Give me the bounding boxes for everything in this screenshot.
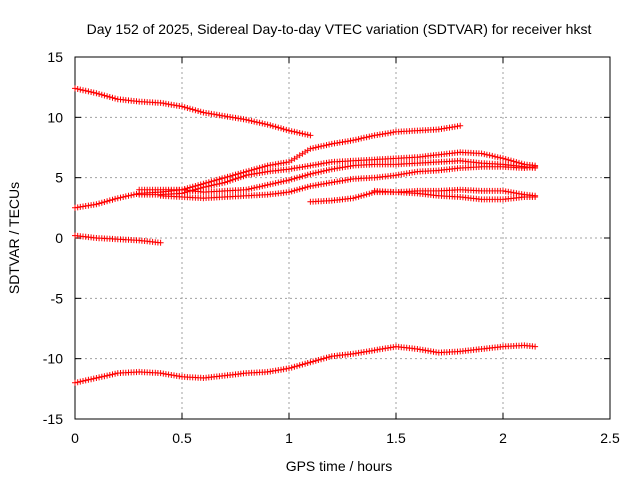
chart-title: Day 152 of 2025, Sidereal Day-to-day VTE… (87, 21, 592, 37)
grid (75, 57, 610, 419)
x-tick-label: 2 (499, 430, 507, 446)
y-axis-label: SDTVAR / TECUs (6, 182, 22, 294)
y-tick-label: 5 (55, 170, 63, 186)
x-axis-label: GPS time / hours (286, 458, 393, 474)
y-tick-label: -5 (51, 290, 64, 306)
series-track-9 (371, 187, 539, 203)
series-track-1 (72, 85, 314, 139)
x-tick-label: 0 (71, 430, 79, 446)
series-markers (72, 85, 314, 139)
series-markers (72, 342, 539, 386)
y-tick-label: 10 (47, 109, 63, 125)
y-tick-labels: -15 -10 -5 0 5 10 15 (43, 49, 63, 427)
series-markers (371, 187, 539, 203)
series-markers (157, 163, 539, 202)
data-points (72, 85, 539, 386)
series-markers (136, 149, 539, 198)
x-tick-label: 2.5 (600, 430, 620, 446)
y-tick-label: 0 (55, 230, 63, 246)
series-track-5 (136, 149, 539, 198)
x-tick-label: 0.5 (172, 430, 192, 446)
series-track-3 (72, 342, 539, 386)
x-tick-label: 1.5 (386, 430, 406, 446)
series-track-2 (72, 232, 164, 246)
series-track-7 (157, 163, 539, 202)
y-tick-label: -15 (43, 411, 63, 427)
ticks (74, 56, 611, 420)
series-markers (72, 232, 164, 246)
y-tick-label: 15 (47, 49, 63, 65)
x-tick-label: 1 (285, 430, 293, 446)
y-tick-label: -10 (43, 351, 63, 367)
x-tick-labels: 0 0.5 1 1.5 2 2.5 (71, 430, 620, 446)
